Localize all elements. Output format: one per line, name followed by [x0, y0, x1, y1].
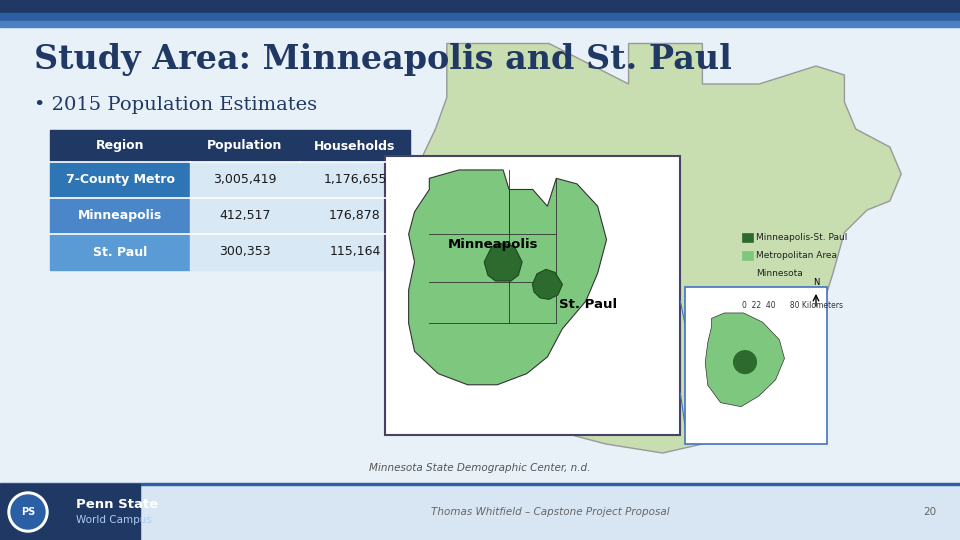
Text: Penn State: Penn State [76, 497, 158, 510]
Circle shape [11, 495, 45, 529]
Polygon shape [419, 44, 901, 453]
Text: 176,878: 176,878 [329, 210, 381, 222]
Bar [190, 130, 300, 162]
Text: Minneapolis-St. Paul: Minneapolis-St. Paul [756, 233, 848, 241]
Bar [50, 162, 190, 198]
Polygon shape [484, 243, 522, 281]
Text: 7-County Metro: 7-County Metro [65, 173, 175, 186]
Bar [742, 268, 754, 278]
Text: 115,164: 115,164 [329, 246, 381, 259]
Text: Study Area: Minneapolis and St. Paul: Study Area: Minneapolis and St. Paul [34, 44, 732, 77]
Text: World Campus: World Campus [76, 515, 152, 525]
Bar [0, 0, 960, 13]
Bar [742, 233, 754, 241]
Bar [300, 234, 410, 270]
Polygon shape [533, 269, 563, 299]
Text: • 2015 Population Estimates: • 2015 Population Estimates [34, 96, 317, 114]
Bar [685, 287, 828, 444]
Bar [0, 21, 960, 27]
Text: PS: PS [21, 507, 36, 517]
Polygon shape [706, 313, 784, 407]
Bar [300, 130, 410, 162]
Text: St. Paul: St. Paul [93, 246, 147, 259]
Bar [190, 162, 300, 198]
Text: Metropolitan Area: Metropolitan Area [756, 251, 837, 260]
Text: 20: 20 [924, 507, 937, 517]
Text: Minneapolis: Minneapolis [78, 210, 162, 222]
Bar [0, 484, 960, 540]
Text: Thomas Whitfield – Capstone Project Proposal: Thomas Whitfield – Capstone Project Prop… [431, 507, 669, 517]
Text: N: N [813, 278, 819, 287]
Bar [385, 156, 681, 435]
Bar [0, 484, 140, 540]
Bar [300, 198, 410, 234]
Bar [0, 13, 960, 21]
Bar [742, 251, 754, 260]
Text: St. Paul: St. Paul [560, 298, 617, 311]
Bar [190, 198, 300, 234]
Text: Population: Population [207, 139, 282, 152]
Circle shape [733, 351, 756, 374]
Text: Minnesota: Minnesota [756, 268, 803, 278]
Text: 3,005,419: 3,005,419 [213, 173, 276, 186]
Bar [50, 130, 190, 162]
Bar [190, 234, 300, 270]
Bar [300, 162, 410, 198]
Circle shape [8, 492, 48, 532]
Bar [0, 483, 960, 485]
Bar [50, 234, 190, 270]
Text: Minnesota State Demographic Center, n.d.: Minnesota State Demographic Center, n.d. [370, 463, 590, 473]
Text: 0  22  40      80 Kilometers: 0 22 40 80 Kilometers [742, 300, 843, 309]
Text: Region: Region [96, 139, 144, 152]
Text: 1,176,655: 1,176,655 [324, 173, 387, 186]
Text: Households: Households [314, 139, 396, 152]
Text: Minneapolis: Minneapolis [448, 238, 539, 251]
Text: 412,517: 412,517 [219, 210, 271, 222]
Polygon shape [409, 170, 607, 385]
Text: 300,353: 300,353 [219, 246, 271, 259]
Bar [50, 198, 190, 234]
